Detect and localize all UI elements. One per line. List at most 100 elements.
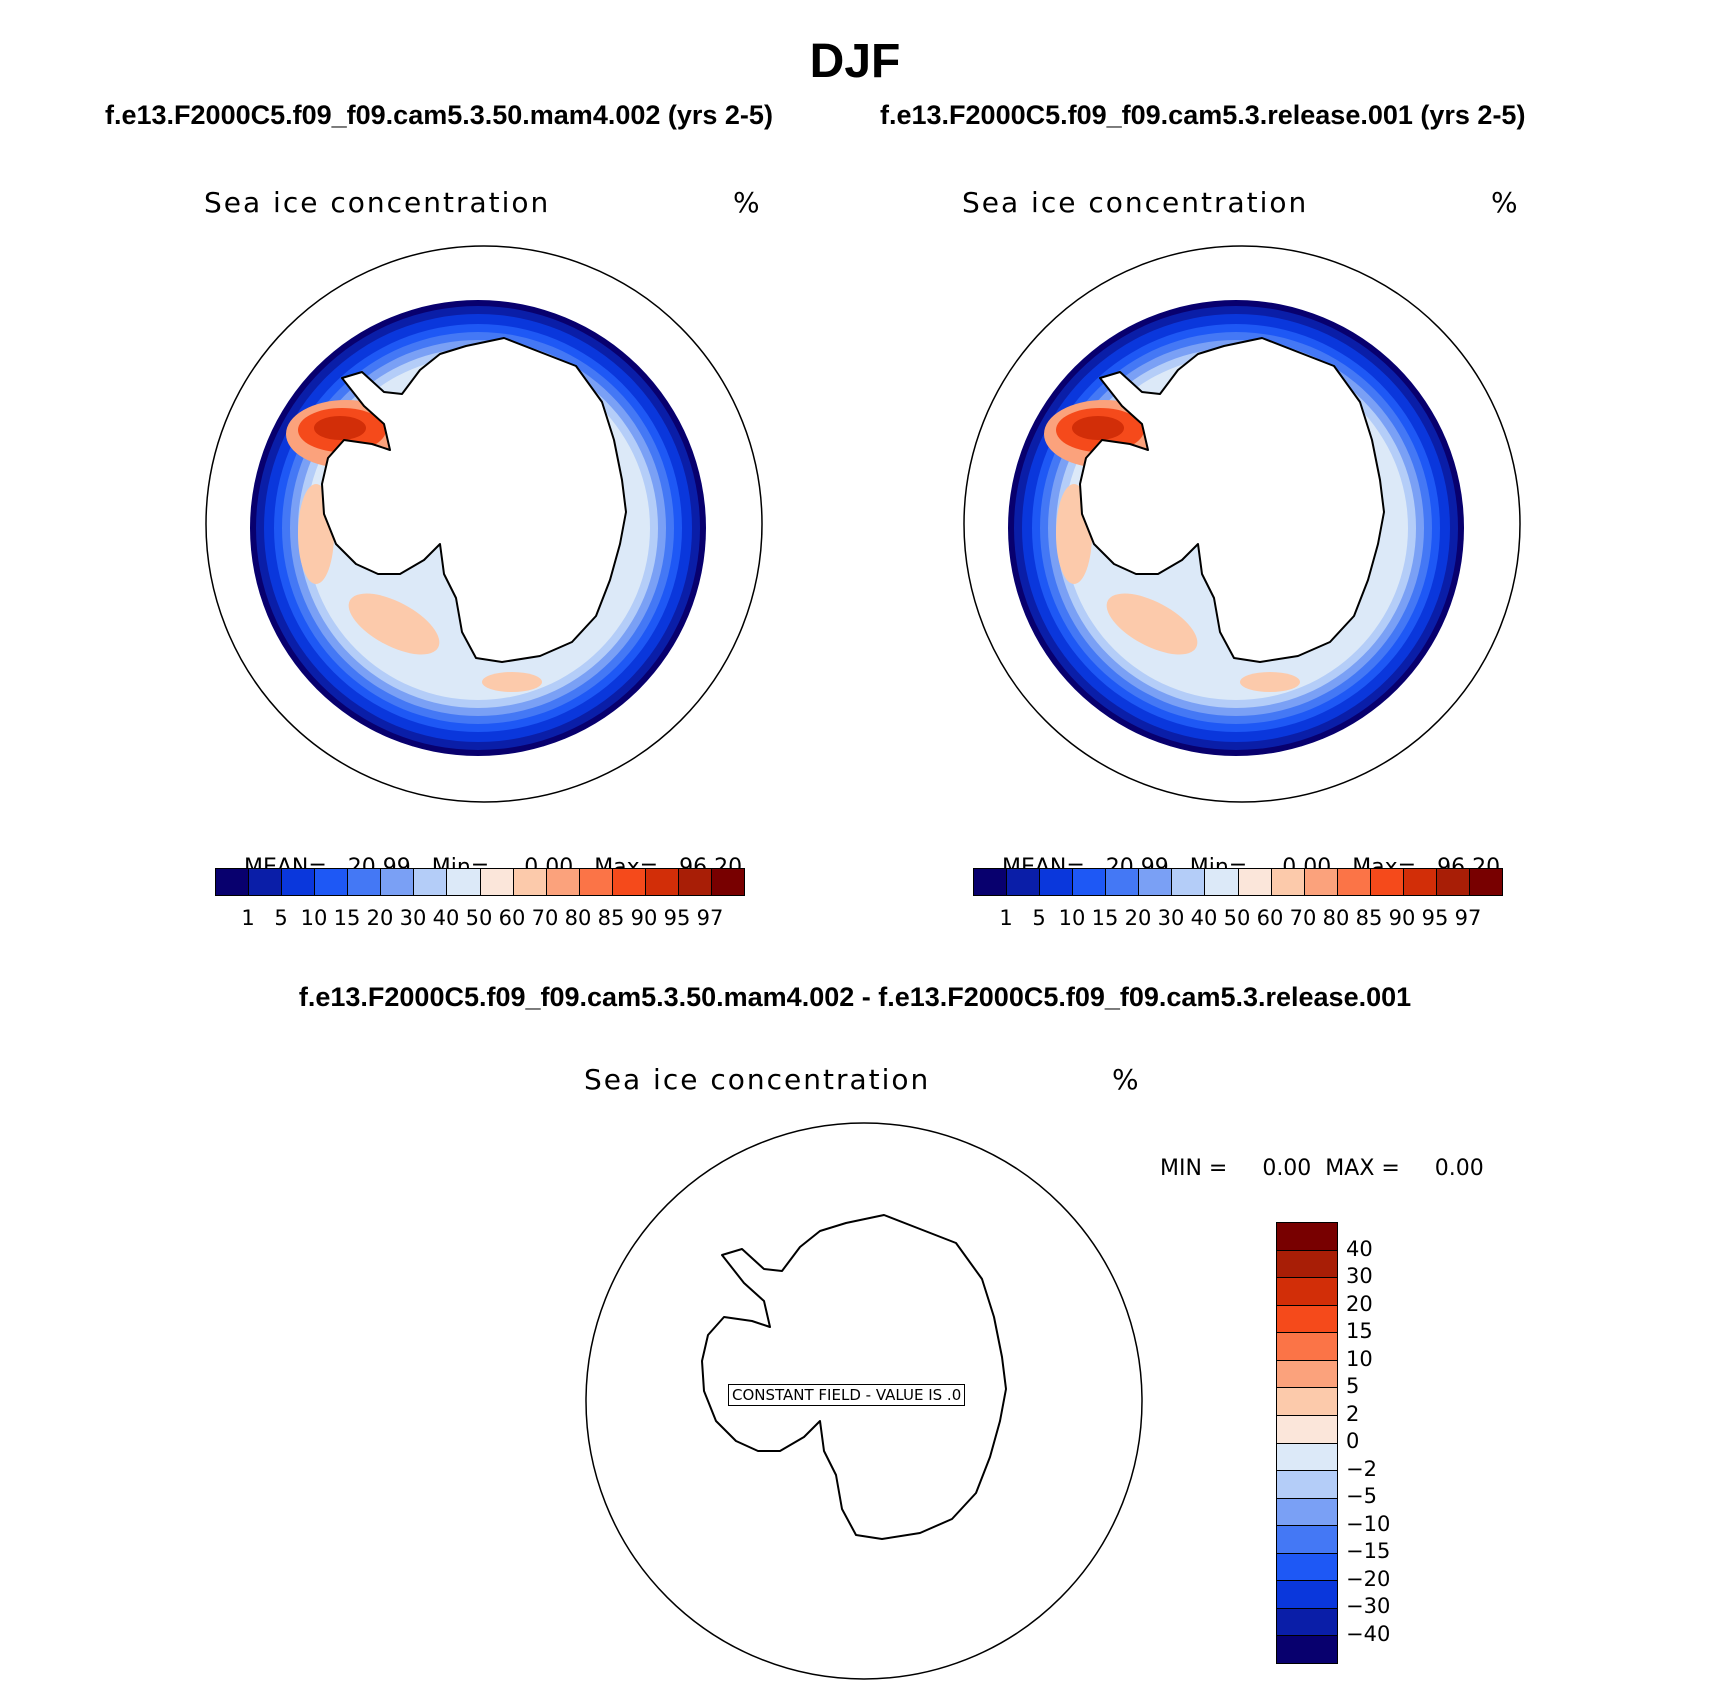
- diff-colorbar-swatch: [1277, 1278, 1337, 1306]
- diff-title: f.e13.F2000C5.f09_f09.cam5.3.50.mam4.002…: [298, 982, 1412, 1012]
- panel2-colorbar-swatch: [1238, 869, 1272, 895]
- panel1-map: [205, 245, 763, 803]
- diff-colorbar-swatch: [1277, 1471, 1337, 1499]
- colorbar-tick-label: 40: [432, 906, 460, 930]
- colorbar-tick-label: 97: [696, 906, 724, 930]
- colorbar-tick-label: 5: [274, 906, 288, 930]
- panel1-colorbar-swatch: [381, 869, 415, 895]
- diff-colorbar-ticks: 40 30 20 15 10 5 2 0 −2 −5 −10 −15 −20 −30 −40: [1346, 1222, 1406, 1662]
- panel1-colorbar-swatch: [282, 869, 316, 895]
- panel2-colorbar-swatch: [1106, 869, 1140, 895]
- panel2-colorbar-swatch: [1172, 869, 1206, 895]
- colorbar-tick-label: −20: [1346, 1566, 1391, 1591]
- diff-minmax: MIN = 0.00 MAX = 0.00: [1160, 1156, 1484, 1181]
- diff-colorbar-swatch: [1277, 1250, 1337, 1279]
- panel1-colorbar-swatch: [348, 869, 382, 895]
- colorbar-tick-label: 40: [1346, 1236, 1373, 1261]
- diff-colorbar-swatch: [1277, 1443, 1337, 1472]
- panel2-map: [963, 245, 1521, 803]
- diff-colorbar-swatch: [1277, 1223, 1337, 1251]
- diff-units: %: [1112, 1063, 1139, 1096]
- colorbar-tick-label: −5: [1346, 1484, 1377, 1508]
- colorbar-tick-label: 50: [465, 906, 493, 930]
- panel1-colorbar-swatch: [249, 869, 283, 895]
- diff-colorbar-swatch: [1277, 1360, 1337, 1389]
- season-title: DJF: [809, 35, 901, 88]
- panel1-colorbar-swatch: [513, 869, 547, 895]
- colorbar-tick-label: 20: [366, 906, 394, 930]
- diff-colorbar-swatch: [1277, 1636, 1337, 1663]
- panel2-units: %: [1491, 186, 1518, 219]
- panel2-variable: Sea ice concentration: [962, 186, 1309, 219]
- panel2-colorbar-ticks: 1 5 10 15 20 30 40 50 60 70 80 85 90 95 97: [973, 906, 1501, 932]
- antarctica-coastline: [701, 1214, 1007, 1540]
- colorbar-tick-label: 1: [999, 906, 1013, 930]
- colorbar-tick-label: 40: [1190, 906, 1218, 930]
- colorbar-tick-label: 15: [333, 906, 361, 930]
- panel2-colorbar-swatch: [1040, 869, 1074, 895]
- panel1-colorbar-swatch: [447, 869, 481, 895]
- colorbar-tick-label: 15: [1346, 1319, 1373, 1343]
- diff-colorbar-swatch: [1277, 1333, 1337, 1361]
- antarctica-coastline: [1079, 337, 1385, 663]
- panel2-colorbar-swatch: [1403, 869, 1437, 895]
- panel1-colorbar-swatch: [612, 869, 646, 895]
- diff-colorbar-swatch: [1277, 1553, 1337, 1582]
- colorbar-tick-label: −10: [1346, 1511, 1391, 1536]
- panel2-colorbar-swatch: [1271, 869, 1305, 895]
- panel2-colorbar-swatch: [1436, 869, 1470, 895]
- diff-colorbar-swatch: [1277, 1305, 1337, 1334]
- panel1-colorbar-swatch: [480, 869, 514, 895]
- colorbar-tick-label: 85: [1355, 906, 1383, 930]
- diff-colorbar-swatch: [1277, 1498, 1337, 1527]
- sea-ice-patch: [1072, 416, 1124, 440]
- diff-colorbar-swatch: [1277, 1581, 1337, 1609]
- panel2-colorbar-swatch: [1205, 869, 1239, 895]
- colorbar-tick-label: 15: [1091, 906, 1119, 930]
- panel1-colorbar-swatch: [216, 869, 250, 895]
- panel1-colorbar-swatch: [711, 869, 744, 895]
- panel1-colorbar-swatch: [645, 869, 679, 895]
- panel1-variable: Sea ice concentration: [204, 186, 551, 219]
- case1-title: f.e13.F2000C5.f09_f09.cam5.3.50.mam4.002…: [105, 100, 773, 130]
- colorbar-tick-label: 20: [1124, 906, 1152, 930]
- colorbar-tick-label: −2: [1346, 1456, 1377, 1481]
- sea-ice-patch: [314, 416, 366, 440]
- colorbar-tick-label: 70: [531, 906, 559, 930]
- colorbar-tick-label: 60: [498, 906, 526, 930]
- panel2-colorbar-swatch: [1337, 869, 1371, 895]
- colorbar-tick-label: −15: [1346, 1539, 1391, 1563]
- antarctica-coastline: [321, 337, 627, 663]
- panel1-colorbar-swatch: [414, 869, 448, 895]
- diff-colorbar-swatch: [1277, 1388, 1337, 1416]
- colorbar-tick-label: −30: [1346, 1594, 1391, 1618]
- colorbar-tick-label: 97: [1454, 906, 1482, 930]
- panel1-colorbar: [215, 868, 745, 896]
- panel1-colorbar-swatch: [579, 869, 613, 895]
- colorbar-tick-label: 1: [241, 906, 255, 930]
- colorbar-tick-label: 85: [597, 906, 625, 930]
- diff-variable: Sea ice concentration: [584, 1063, 931, 1096]
- sea-ice-patch: [1240, 672, 1300, 692]
- panel1-units: %: [733, 186, 760, 219]
- panel1-colorbar-swatch: [678, 869, 712, 895]
- colorbar-tick-label: 5: [1346, 1374, 1360, 1398]
- colorbar-tick-label: 90: [630, 906, 658, 930]
- constant-field-note: CONSTANT FIELD - VALUE IS .0: [728, 1384, 966, 1406]
- panel1-colorbar-swatch: [315, 869, 349, 895]
- colorbar-tick-label: 10: [1058, 906, 1086, 930]
- sea-ice-patch: [348, 593, 440, 655]
- panel2-colorbar-swatch: [1139, 869, 1173, 895]
- diff-colorbar-swatch: [1277, 1415, 1337, 1444]
- case2-title: f.e13.F2000C5.f09_f09.cam5.3.release.001…: [880, 100, 1526, 130]
- colorbar-tick-label: 50: [1223, 906, 1251, 930]
- colorbar-tick-label: 2: [1346, 1401, 1360, 1426]
- colorbar-tick-label: 60: [1256, 906, 1284, 930]
- colorbar-tick-label: −40: [1346, 1621, 1391, 1646]
- panel2-colorbar-swatch: [1370, 869, 1404, 895]
- sea-ice-patch: [482, 672, 542, 692]
- colorbar-tick-label: 80: [1322, 906, 1350, 930]
- panel1-colorbar-swatch: [546, 869, 580, 895]
- colorbar-tick-label: 80: [564, 906, 592, 930]
- panel2-colorbar-swatch: [1073, 869, 1107, 895]
